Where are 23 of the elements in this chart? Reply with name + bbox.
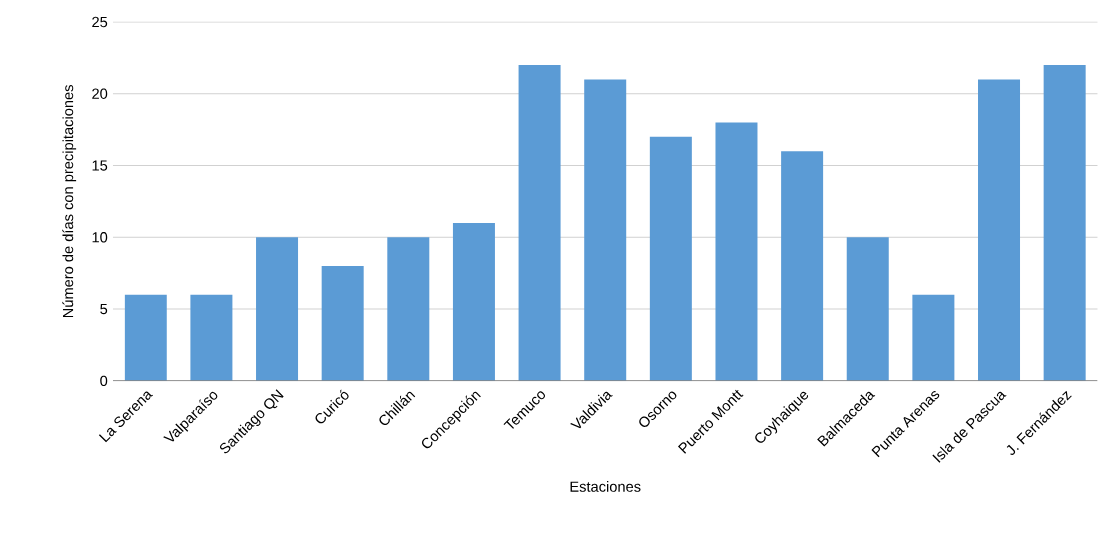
bar [978,79,1021,381]
bar [912,294,955,381]
y-tick-label: 20 [92,88,108,100]
y-tick-label: 25 [92,16,108,28]
y-tick-label: 10 [92,232,108,243]
y-tick-label: 0 [100,375,108,387]
y-axis-title: Número de días con precipitaciones [62,85,77,318]
bar [190,294,233,381]
bar [584,79,627,381]
bar [321,266,364,381]
bar [387,237,430,381]
bar [452,223,495,381]
bar [124,294,167,381]
y-tick-label: 5 [100,304,108,315]
bar [715,122,758,381]
bar [1043,65,1086,381]
bar [518,65,561,381]
x-axis-title: Estaciones [570,481,641,492]
bar [781,151,824,381]
bar [256,237,299,381]
bar [846,237,889,381]
y-tick-label: 15 [92,160,108,171]
bar [649,136,692,381]
